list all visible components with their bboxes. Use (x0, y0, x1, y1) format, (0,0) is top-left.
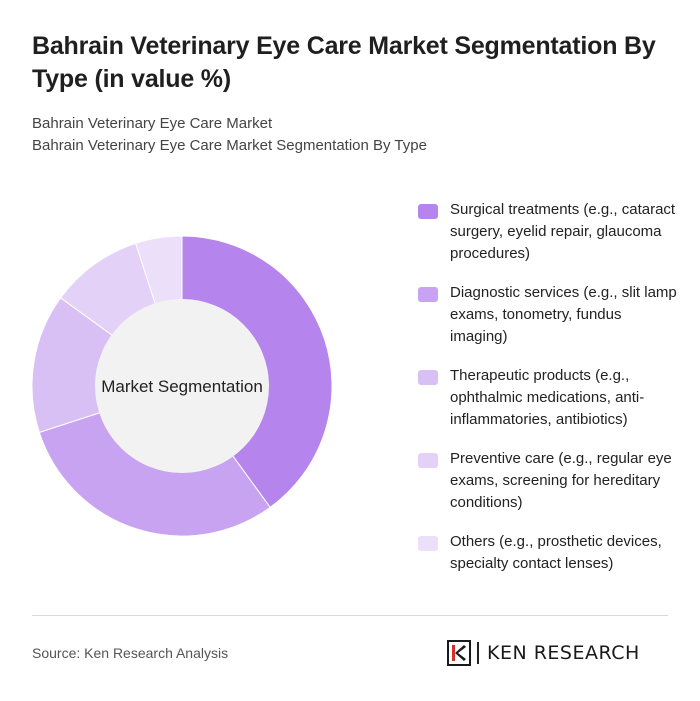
legend-item: Surgical treatments (e.g., cataract surg… (418, 199, 678, 265)
brand-separator (477, 642, 479, 664)
chart-title: Bahrain Veterinary Eye Care Market Segme… (32, 32, 656, 93)
subtitle-line-2: Bahrain Veterinary Eye Care Market Segme… (32, 137, 427, 154)
legend-swatch (418, 536, 438, 551)
legend-swatch (418, 370, 438, 385)
chart-subtitle: Bahrain Veterinary Eye Care Market Bahra… (32, 113, 672, 157)
legend: Surgical treatments (e.g., cataract surg… (418, 199, 678, 592)
legend-item: Others (e.g., prosthetic devices, specia… (418, 531, 678, 575)
legend-swatch (418, 287, 438, 302)
ken-logo-icon (447, 640, 471, 666)
subtitle-line-1: Bahrain Veterinary Eye Care Market (32, 115, 273, 132)
footer-divider (32, 615, 668, 616)
donut-chart: Market Segmentation (31, 235, 333, 537)
donut-hole (95, 299, 269, 473)
legend-item: Therapeutic products (e.g., ophthalmic m… (418, 365, 678, 431)
legend-item: Diagnostic services (e.g., slit lamp exa… (418, 282, 678, 348)
legend-label: Therapeutic products (e.g., ophthalmic m… (450, 367, 645, 428)
legend-label: Surgical treatments (e.g., cataract surg… (450, 201, 676, 262)
legend-swatch (418, 204, 438, 219)
source-note: Source: Ken Research Analysis (32, 645, 229, 661)
legend-item: Preventive care (e.g., regular eye exams… (418, 448, 678, 514)
brand-logo: KEN RESEARCH (447, 639, 640, 667)
center-label: Market Segmentation (101, 377, 263, 396)
legend-label: Others (e.g., prosthetic devices, specia… (450, 533, 662, 572)
brand-name: KEN RESEARCH (487, 642, 640, 664)
legend-label: Preventive care (e.g., regular eye exams… (450, 450, 672, 511)
legend-label: Diagnostic services (e.g., slit lamp exa… (450, 284, 677, 345)
legend-swatch (418, 453, 438, 468)
